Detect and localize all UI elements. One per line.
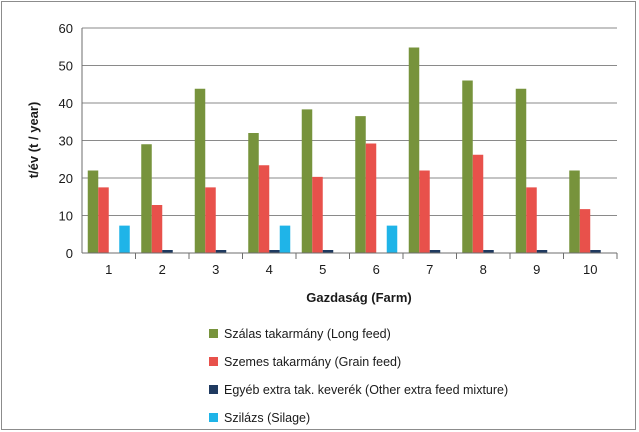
x-tick-label: 1 <box>105 262 112 277</box>
bar-s3-c1 <box>119 225 130 253</box>
x-tick-label: 2 <box>159 262 166 277</box>
bar-s0-c9 <box>515 88 527 253</box>
x-tick-label: 3 <box>212 262 219 277</box>
x-tick-label: 9 <box>533 262 540 277</box>
y-tick-label: 40 <box>59 96 73 111</box>
legend-label: Szemes takarmány (Grain feed) <box>224 355 401 369</box>
x-tick-label: 8 <box>480 262 487 277</box>
bar-s2-c3 <box>215 250 227 253</box>
bar-s2-c4 <box>269 250 280 253</box>
x-tick-labels: 1 2 3 4 5 6 7 8 9 10 <box>105 262 597 277</box>
x-tick-label: 5 <box>319 262 326 277</box>
bar-s1-c3 <box>205 187 216 253</box>
legend-swatch <box>209 329 218 338</box>
legend: Szálas takarmány (Long feed) Szemes takar… <box>209 327 508 425</box>
bar-s3-c4 <box>279 225 291 253</box>
bar-s2-c2 <box>162 250 173 253</box>
bar-s1-c6 <box>365 143 377 253</box>
bar-s0-c2 <box>141 144 152 253</box>
bar-s0-c7 <box>408 47 420 253</box>
y-tick-label: 10 <box>59 209 73 224</box>
bar-s0-c3 <box>194 88 206 253</box>
legend-item: Szemes takarmány (Grain feed) <box>209 355 401 369</box>
y-tick-label: 0 <box>66 246 73 261</box>
bar-s0-c8 <box>462 80 473 253</box>
legend-item: Szálas takarmány (Long feed) <box>209 327 391 341</box>
legend-label: Szálas takarmány (Long feed) <box>224 327 391 341</box>
x-axis-title: Gazdaság (Farm) <box>306 290 411 305</box>
bar-s1-c8 <box>472 154 484 253</box>
y-tick-label: 60 <box>59 21 73 36</box>
y-tick-label: 50 <box>59 59 73 74</box>
legend-swatch <box>209 357 218 366</box>
bar-s2-c9 <box>536 250 548 253</box>
legend-label: Szilázs (Silage) <box>224 411 310 425</box>
y-axis-title: t/év (t / year) <box>26 102 41 179</box>
bar-s0-c5 <box>301 109 313 253</box>
bar-s0-c10 <box>569 170 580 253</box>
x-tick-label: 7 <box>426 262 433 277</box>
y-tick-labels: 0 10 20 30 40 50 60 <box>59 21 73 261</box>
x-tick-label: 6 <box>373 262 380 277</box>
bar-s1-c10 <box>579 209 591 253</box>
x-tick-label: 10 <box>583 262 597 277</box>
legend-swatch <box>209 413 218 422</box>
bar-s1-c4 <box>258 165 270 253</box>
bars <box>87 47 601 253</box>
bar-s1-c2 <box>151 205 163 253</box>
legend-swatch <box>209 385 218 394</box>
legend-item: Szilázs (Silage) <box>209 411 310 425</box>
bar-s0-c4 <box>248 133 259 253</box>
bar-s1-c9 <box>526 187 537 253</box>
bar-s2-c10 <box>590 250 601 253</box>
bar-s2-c8 <box>483 250 494 253</box>
bar-s1-c7 <box>419 170 430 253</box>
axes <box>81 28 618 259</box>
y-tick-label: 20 <box>59 171 73 186</box>
y-tick-label: 30 <box>59 134 73 149</box>
bar-s0-c6 <box>355 116 366 253</box>
bar-s1-c5 <box>312 176 323 253</box>
bar-s2-c7 <box>429 250 441 253</box>
legend-label: Egyéb extra tak. keverék (Other extra fe… <box>224 383 508 397</box>
bar-s2-c5 <box>322 250 334 253</box>
legend-item: Egyéb extra tak. keverék (Other extra fe… <box>209 383 508 397</box>
bar-s1-c1 <box>98 187 109 253</box>
bar-s0-c1 <box>87 170 99 253</box>
bar-s3-c6 <box>386 225 398 253</box>
x-tick-label: 4 <box>266 262 273 277</box>
